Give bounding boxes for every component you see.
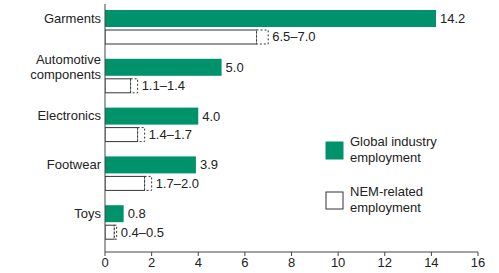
data-label: 4.0 (202, 109, 220, 124)
legend-swatch (326, 192, 343, 209)
x-tick-label: 0 (101, 255, 108, 270)
bar-nem (105, 79, 131, 93)
bar-nem-range (257, 30, 269, 44)
data-label: 5.0 (226, 60, 244, 75)
legend: Global industryemployment NEM-relatedempl… (326, 134, 437, 215)
bar-global (105, 108, 198, 125)
category-label: Toys (74, 206, 101, 221)
data-label: 1.4–1.7 (149, 127, 192, 142)
legend-label: Global industryemployment (350, 134, 437, 165)
bar-global (105, 59, 222, 76)
data-label: 1.1–1.4 (142, 78, 185, 93)
bar-nem (105, 128, 138, 142)
bar-nem-range (145, 176, 152, 190)
bar-global (105, 156, 196, 173)
x-tick-label: 4 (195, 255, 202, 270)
data-label: 0.8 (128, 206, 146, 221)
labels: 14.2 6.5–7.0 Garments 5.0 1.1–1.4 Automotivec… (30, 11, 465, 240)
category-label: Garments (44, 11, 102, 26)
x-tick-label: 6 (241, 255, 248, 270)
bar-nem (105, 225, 114, 239)
bar-nem (105, 30, 257, 44)
x-tick-label: 2 (148, 255, 155, 270)
bar-nem-range (138, 128, 145, 142)
y-axis-line (105, 4, 106, 252)
chart-svg: 14.2 6.5–7.0 Garments 5.0 1.1–1.4 Automotivec… (0, 0, 499, 273)
bar-nem-range (114, 225, 116, 239)
x-tick-label: 12 (378, 255, 392, 270)
bars (105, 10, 436, 239)
x-tick-label: 10 (331, 255, 345, 270)
data-label: 6.5–7.0 (272, 29, 315, 44)
legend-label: NEM-relatedemployment (350, 184, 423, 215)
data-label: 0.4–0.5 (121, 225, 164, 240)
chart-container: 14.2 6.5–7.0 Garments 5.0 1.1–1.4 Automotivec… (0, 0, 499, 273)
category-label: Automotivecomponents (30, 52, 101, 82)
category-label: Footwear (47, 157, 102, 172)
data-label: 14.2 (440, 11, 465, 26)
bar-nem (105, 176, 145, 190)
x-tick-label: 16 (471, 255, 485, 270)
data-label: 3.9 (200, 157, 218, 172)
category-label: Electronics (37, 109, 101, 124)
data-label: 1.7–2.0 (156, 176, 199, 191)
bar-global (105, 205, 124, 222)
x-tick-label: 14 (424, 255, 438, 270)
legend-swatch (326, 142, 343, 159)
x-tick-label: 8 (288, 255, 295, 270)
bar-nem-range (131, 79, 138, 93)
bar-global (105, 10, 436, 27)
